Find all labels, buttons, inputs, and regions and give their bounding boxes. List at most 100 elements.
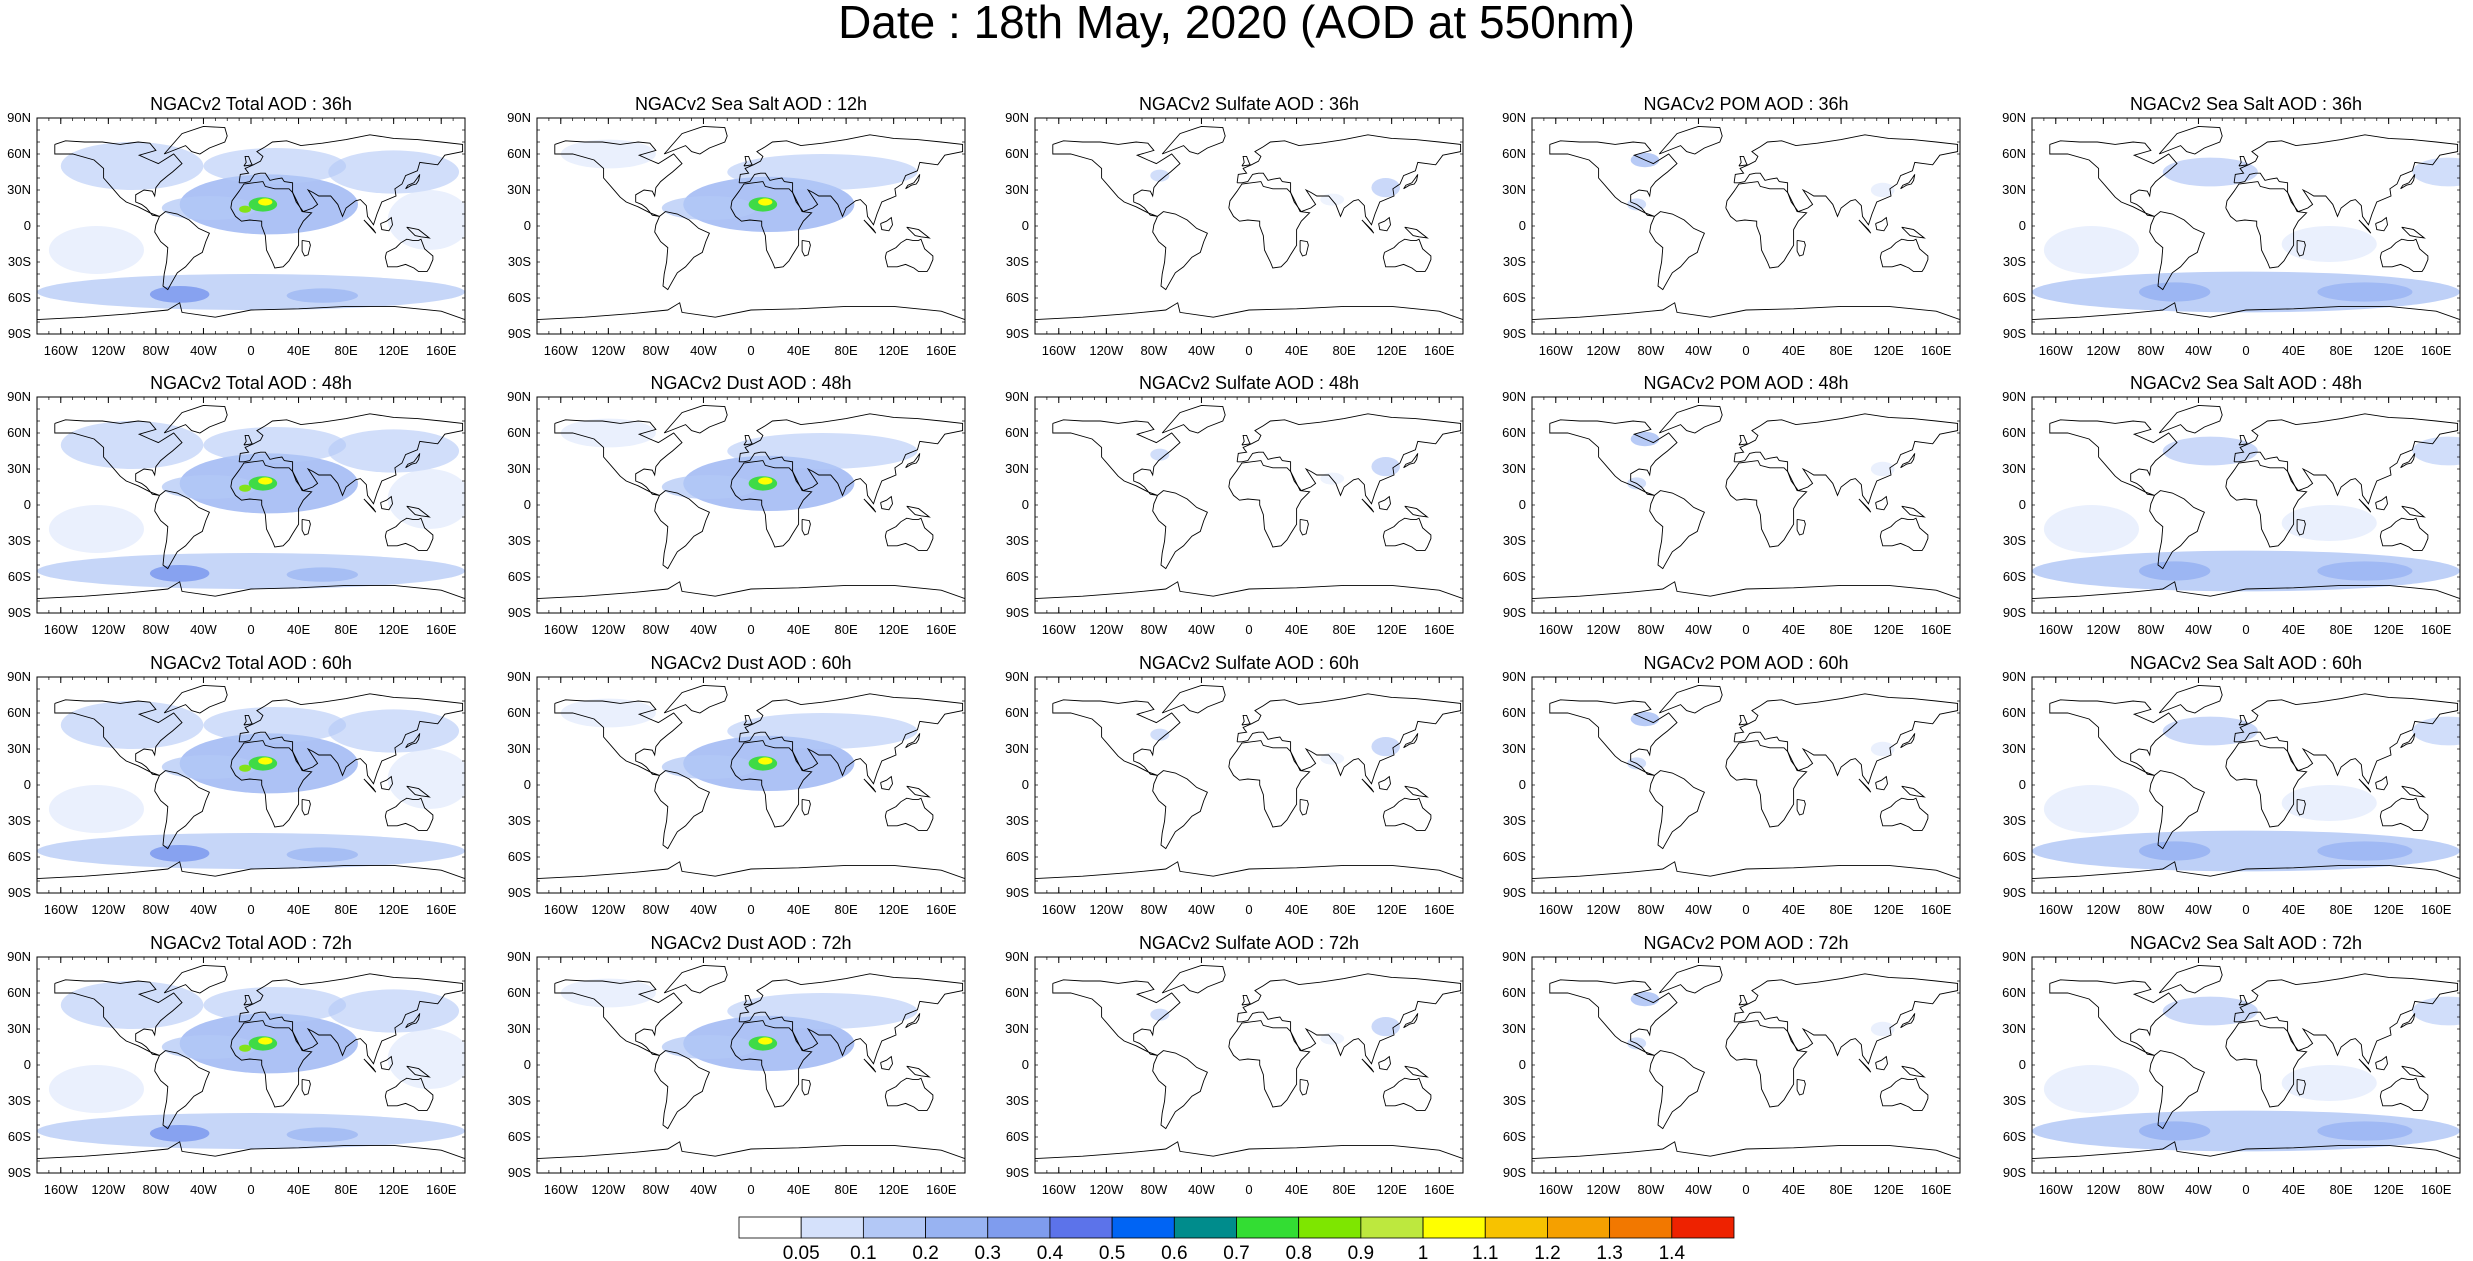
aod-blob bbox=[560, 418, 656, 448]
coastline bbox=[1241, 994, 1251, 1006]
coastline bbox=[154, 211, 210, 291]
panel-title: NGACv2 Sea Salt AOD : 48h bbox=[2130, 373, 2362, 393]
coastline bbox=[1161, 964, 1226, 994]
lat-label: 30N bbox=[1502, 1021, 1526, 1036]
coastline bbox=[2400, 453, 2416, 469]
aod-field bbox=[1532, 964, 1960, 1160]
lon-label: 160W bbox=[2039, 902, 2074, 917]
coastline bbox=[1725, 460, 1808, 548]
lon-label: 80E bbox=[335, 343, 358, 358]
aod-blob bbox=[1150, 1008, 1170, 1021]
coastline bbox=[2049, 979, 2178, 1056]
coastline bbox=[1228, 740, 1311, 828]
coastline bbox=[1900, 453, 1916, 469]
lat-label: 90S bbox=[508, 1165, 531, 1180]
coastline bbox=[230, 181, 313, 269]
lon-label: 120W bbox=[1089, 622, 1124, 637]
lon-label: 40W bbox=[1685, 622, 1712, 637]
lon-label: 0 bbox=[1245, 1182, 1252, 1197]
coastline bbox=[1403, 453, 1419, 469]
coastline bbox=[37, 1141, 465, 1160]
coastline bbox=[1299, 1078, 1309, 1096]
lon-label: 80E bbox=[1333, 622, 1356, 637]
colorbar-label: 1.2 bbox=[1534, 1243, 1560, 1261]
coastline bbox=[738, 973, 964, 1065]
coastline bbox=[801, 1078, 811, 1096]
coastline bbox=[654, 1050, 710, 1130]
panel-title: NGACv2 Sulfate AOD : 48h bbox=[1139, 373, 1359, 393]
aod-field bbox=[2032, 684, 2460, 880]
aod-field bbox=[1532, 125, 1960, 321]
coastline bbox=[1738, 434, 1748, 446]
lat-label: 30N bbox=[2002, 741, 2026, 756]
lon-label: 120E bbox=[878, 902, 909, 917]
lon-label: 120W bbox=[2086, 1182, 2121, 1197]
lat-label: 0 bbox=[2019, 218, 2026, 233]
coastline bbox=[163, 404, 228, 434]
coastline bbox=[2158, 964, 2223, 994]
lon-label: 0 bbox=[1245, 622, 1252, 637]
lat-label: 60S bbox=[1006, 1129, 1029, 1144]
aod-blob bbox=[328, 989, 460, 1033]
coastline bbox=[1228, 460, 1311, 548]
coastline bbox=[243, 434, 253, 446]
lat-label: 60N bbox=[1502, 425, 1526, 440]
coastline bbox=[1658, 125, 1723, 155]
map-panel: NGACv2 Total AOD : 36h 90N 60N 30N 0 30S 60S 90… bbox=[7, 94, 466, 358]
coastline bbox=[2032, 1141, 2460, 1160]
colorbar-swatch bbox=[1173, 1216, 1237, 1239]
lat-label: 60N bbox=[507, 985, 531, 1000]
coastline bbox=[905, 733, 921, 749]
colorbar-label: 1.3 bbox=[1596, 1243, 1622, 1261]
panel-title: NGACv2 Sea Salt AOD : 12h bbox=[635, 94, 867, 114]
lon-label: 120E bbox=[2373, 622, 2404, 637]
lon-label: 160E bbox=[2421, 343, 2452, 358]
lat-label: 60S bbox=[2003, 569, 2026, 584]
aod-blob bbox=[37, 553, 465, 589]
aod-blob bbox=[286, 567, 359, 582]
lon-label: 80E bbox=[1333, 1182, 1356, 1197]
lat-label: 30S bbox=[2003, 533, 2026, 548]
lat-label: 60S bbox=[1503, 849, 1526, 864]
coastline bbox=[2358, 219, 2372, 234]
map-background bbox=[1532, 957, 1960, 1173]
lat-label: 0 bbox=[2019, 497, 2026, 512]
aod-blob bbox=[560, 978, 656, 1008]
coastline bbox=[1299, 239, 1309, 257]
coastline bbox=[2032, 302, 2460, 321]
coastline bbox=[384, 517, 434, 552]
lat-label: 90S bbox=[1006, 326, 1029, 341]
coastline bbox=[554, 979, 683, 1056]
map-panel: NGACv2 Sea Salt AOD : 72h 90N 60N 30N 0 30S 60… bbox=[2002, 933, 2461, 1197]
aod-blob bbox=[258, 757, 273, 765]
lat-label: 30S bbox=[1006, 254, 1029, 269]
lat-label: 30S bbox=[1006, 533, 1029, 548]
aod-blob bbox=[203, 707, 347, 743]
lon-label: 160E bbox=[426, 1182, 457, 1197]
lat-label: 0 bbox=[24, 1057, 31, 1072]
map-panel: NGACv2 POM AOD : 72h 90N 60N 30N 0 30S 60S 90S 1… bbox=[1502, 933, 1961, 1197]
lon-label: 40W bbox=[2185, 902, 2212, 917]
lon-label: 160W bbox=[1539, 343, 1574, 358]
coastline bbox=[54, 979, 183, 1056]
panel-title: NGACv2 Sulfate AOD : 72h bbox=[1139, 933, 1359, 953]
lat-label: 60S bbox=[1503, 569, 1526, 584]
coastline bbox=[801, 518, 811, 536]
coastline bbox=[1875, 495, 1888, 511]
lon-label: 80W bbox=[2138, 1182, 2165, 1197]
coastline bbox=[2158, 125, 2223, 155]
coastline bbox=[863, 1058, 877, 1073]
map-background bbox=[1532, 397, 1960, 613]
aod-field bbox=[1532, 684, 1960, 880]
coastline bbox=[1901, 226, 1926, 239]
coastline bbox=[405, 174, 421, 190]
lat-label: 90S bbox=[1503, 605, 1526, 620]
aod-blob bbox=[758, 757, 773, 765]
lat-label: 60S bbox=[8, 849, 31, 864]
map-panel: NGACv2 Sulfate AOD : 72h 90N 60N 30N 0 30S 60S… bbox=[1005, 933, 1464, 1197]
aod-blob bbox=[203, 427, 347, 463]
coastline bbox=[738, 134, 964, 226]
lon-label: 40E bbox=[2282, 343, 2305, 358]
aod-field bbox=[1035, 964, 1463, 1160]
lat-label: 60N bbox=[1502, 985, 1526, 1000]
